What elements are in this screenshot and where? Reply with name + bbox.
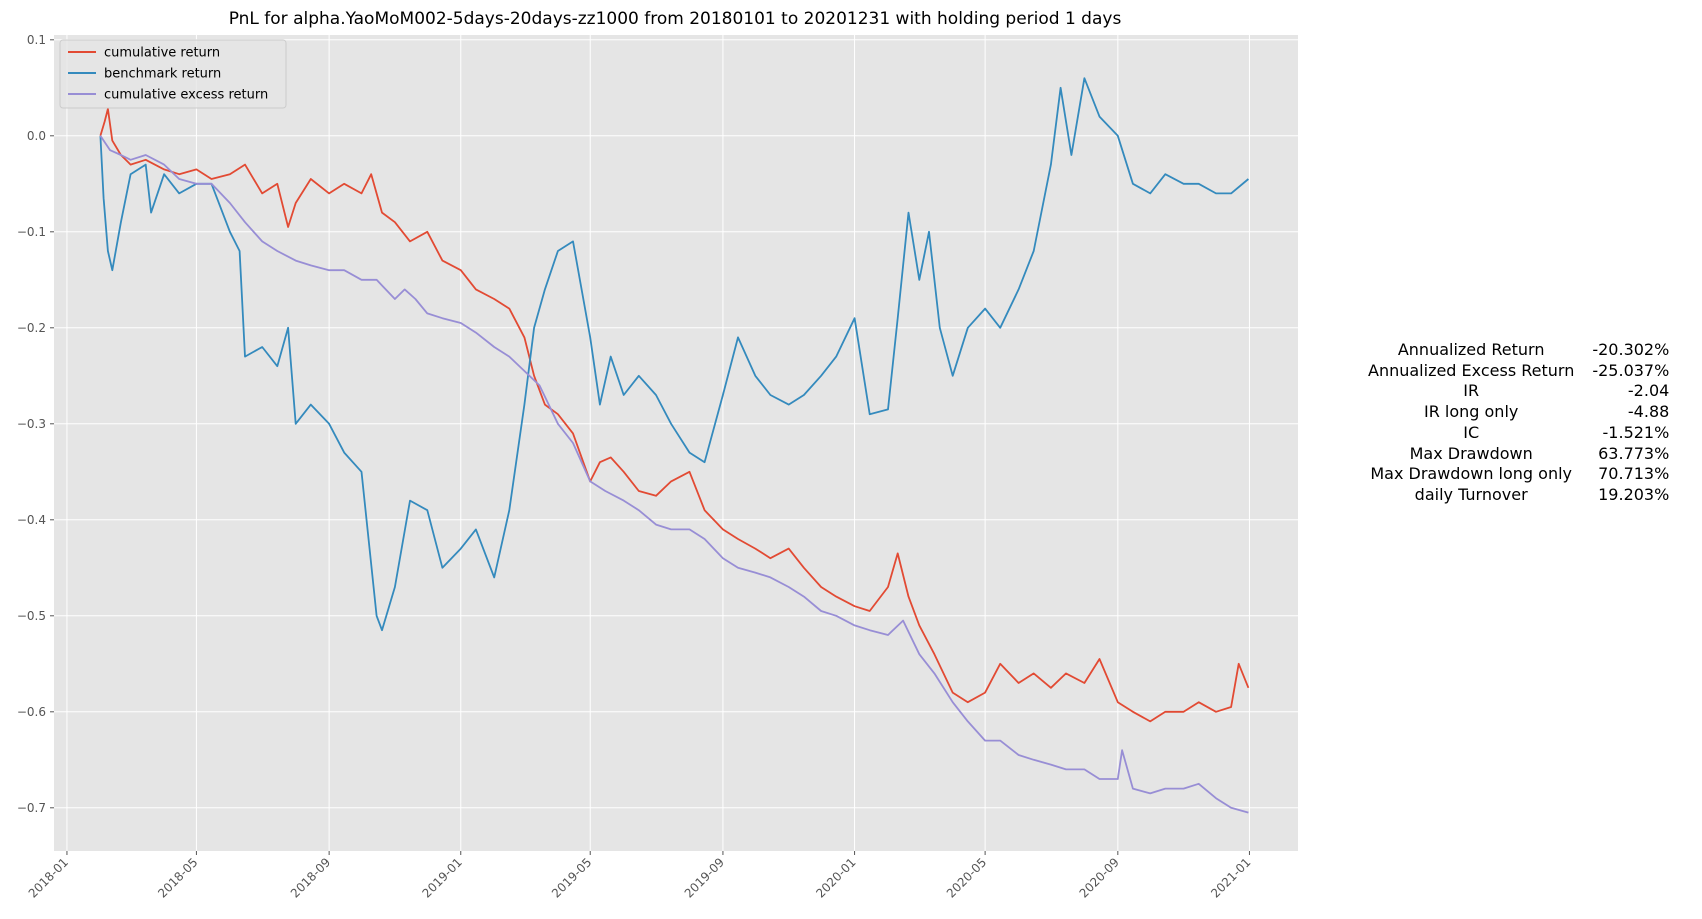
x-tick-label: 2020-05 (944, 855, 989, 900)
y-tick-label: 0.0 (27, 129, 46, 143)
y-tick-label: 0.1 (27, 33, 46, 47)
x-tick-label: 2018-01 (26, 855, 71, 900)
legend-label: cumulative return (104, 46, 220, 61)
stat-value: 19.203% (1598, 484, 1670, 504)
stat-label: Annualized Excess Return (1368, 360, 1575, 380)
stat-value: 70.713% (1598, 464, 1670, 484)
cumulative-excess-return-line (99, 135, 1249, 814)
y-axis-ticks: 0.1 0.0 −0.1 −0.2 −0.3 −0.4 −0.5 −0.6 −0.7 (17, 33, 54, 815)
x-tick-label: 2018-05 (155, 855, 200, 900)
x-tick-label: 2019-09 (682, 855, 727, 900)
y-tick-label: −0.1 (17, 225, 46, 239)
stat-value: 63.773% (1598, 443, 1670, 463)
stats-table: Annualized Return -20.302% Annualized Exce… (1368, 340, 1669, 506)
y-tick-label: −0.5 (17, 609, 46, 623)
x-tick-label: 2020-09 (1077, 855, 1122, 900)
legend-box (59, 39, 287, 109)
stats-row: Max Drawdown long only 70.713% (1368, 464, 1669, 485)
stat-label: IR (1463, 381, 1480, 401)
stats-row: daily Turnover 19.203% (1368, 484, 1670, 506)
legend: cumulative return benchmark return cumulat… (59, 39, 287, 109)
cumulative-return-line (99, 108, 1250, 723)
stat-label: Max Drawdown (1409, 443, 1533, 463)
stat-value: -2.04 (1627, 381, 1670, 401)
benchmark-return-line (99, 77, 1249, 632)
legend-label: cumulative excess return (104, 88, 268, 103)
stat-value: -4.88 (1627, 402, 1670, 422)
stat-label: Max Drawdown long only (1370, 464, 1572, 484)
y-tick-label: −0.3 (17, 417, 46, 431)
x-tick-label: 2018-09 (288, 855, 333, 900)
stat-value: -25.037% (1592, 360, 1670, 380)
stats-row: IR -2.04 (1368, 381, 1669, 402)
stat-label: IC (1463, 422, 1480, 442)
stat-label: Annualized Return (1397, 340, 1545, 359)
chart-title: PnL for alpha.YaoMoM002-5days-20days-zz1… (229, 9, 1122, 29)
y-tick-label: −0.4 (17, 513, 46, 527)
x-axis-ticks: 2018-01 2018-05 2018-09 2019-01 2019-05 2019-… (26, 851, 1254, 901)
stats-row: IC -1.521% (1368, 423, 1669, 444)
stat-value: -1.521% (1602, 422, 1670, 442)
stat-label: daily Turnover (1414, 484, 1528, 504)
series-lines (99, 77, 1250, 814)
y-tick-label: −0.2 (17, 321, 46, 335)
y-tick-label: −0.6 (17, 705, 46, 719)
stats-row: Max Drawdown 63.773% (1368, 443, 1670, 465)
legend-label: benchmark return (104, 67, 221, 82)
y-tick-label: −0.7 (17, 801, 46, 815)
stats-row: IR long only -4.88 (1368, 402, 1669, 423)
stats-row: Annualized Excess Return -25.037% (1368, 361, 1669, 382)
stat-value: -20.302% (1592, 340, 1670, 359)
x-tick-label: 2021-01 (1208, 855, 1253, 900)
grid-lines (54, 35, 1298, 851)
x-tick-label: 2019-01 (420, 855, 465, 900)
stat-label: IR long only (1423, 402, 1519, 422)
plot-area (54, 35, 1298, 851)
x-tick-label: 2020-01 (813, 855, 858, 900)
x-tick-label: 2019-05 (549, 855, 594, 900)
stats-row: Annualized Return -20.302% (1368, 340, 1669, 361)
